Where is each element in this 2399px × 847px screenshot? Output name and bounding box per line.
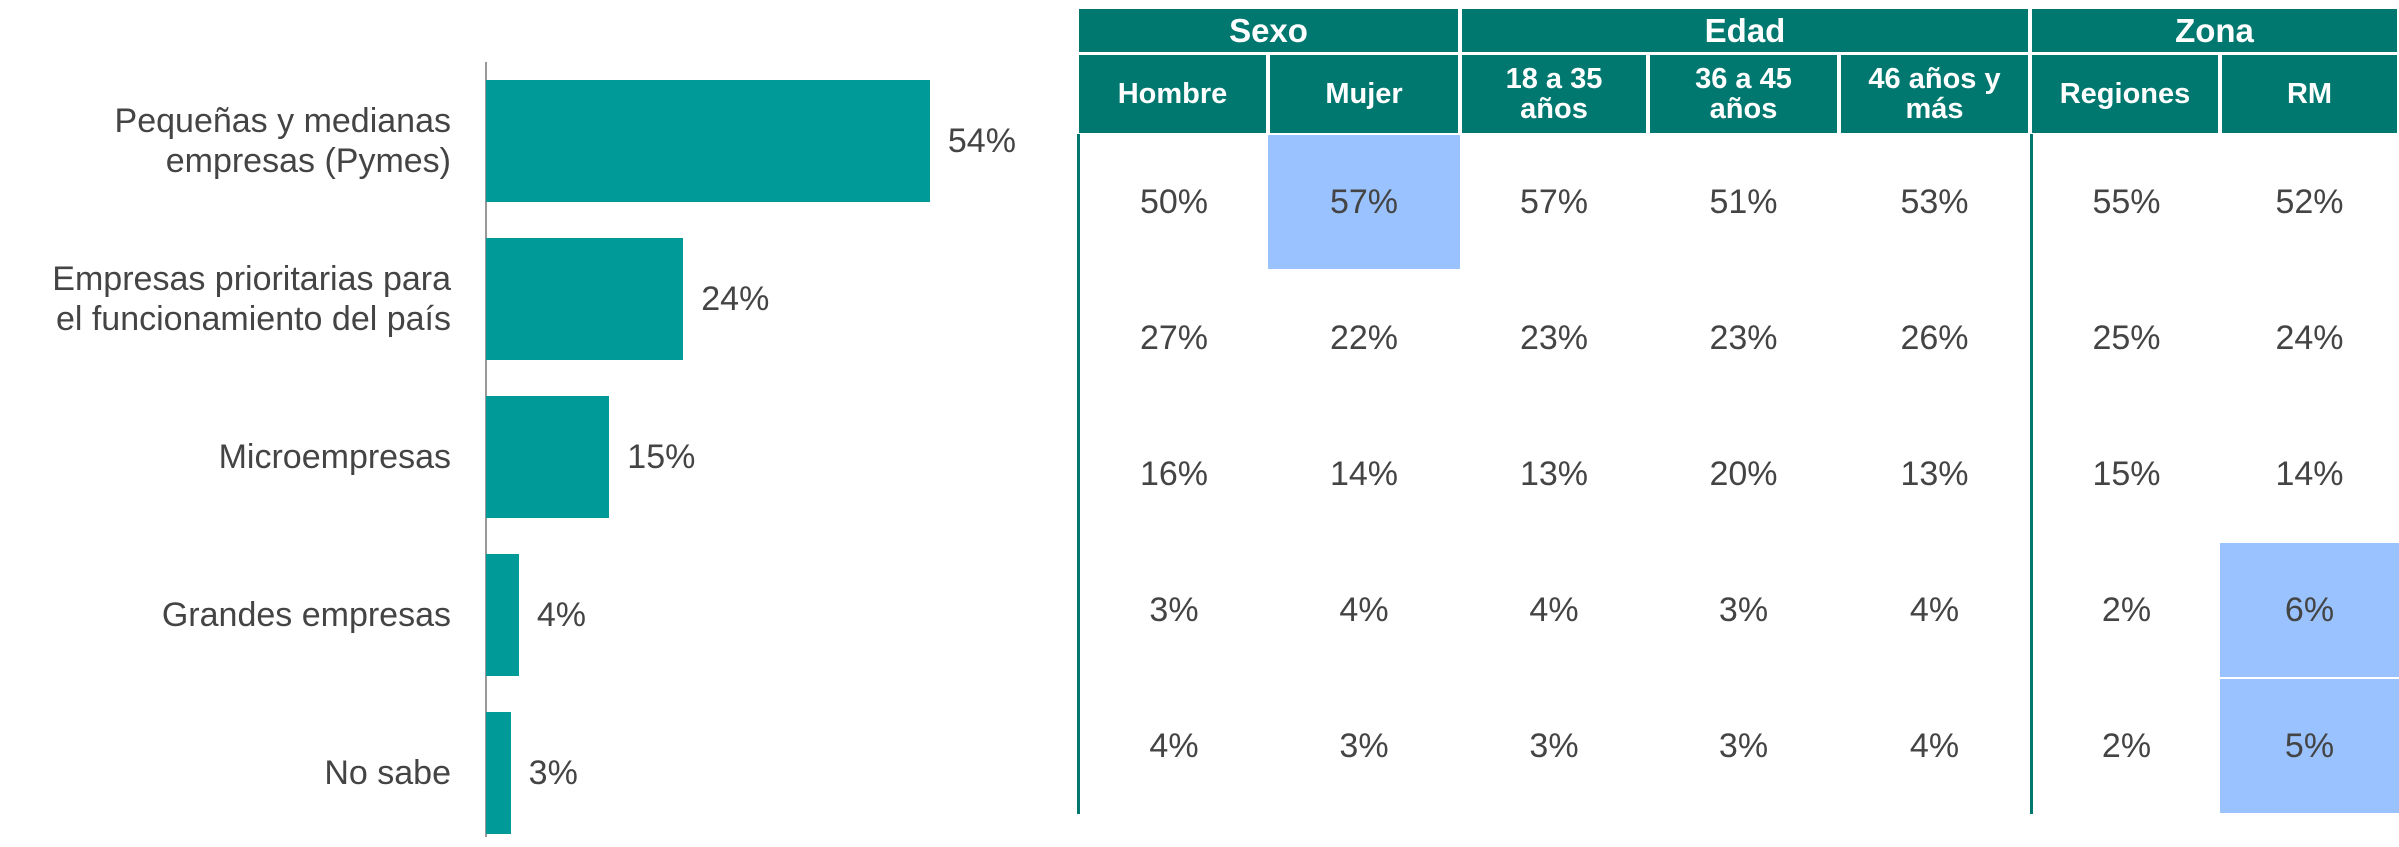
table-cell: 15% bbox=[2092, 454, 2161, 493]
table-cell: 24% bbox=[2275, 318, 2344, 357]
table-cell: 3% bbox=[1529, 726, 1579, 765]
bar bbox=[486, 554, 519, 676]
category-label: Microempresas bbox=[218, 438, 451, 476]
table-cell: 5% bbox=[2220, 679, 2399, 813]
table-cell: 16% bbox=[1139, 454, 1209, 493]
table-cell: 27% bbox=[1139, 318, 1209, 357]
table-cell: 14% bbox=[2275, 454, 2344, 493]
category-label: Grandes empresas bbox=[161, 596, 451, 634]
column-header: RM bbox=[2222, 55, 2397, 133]
table-cell: 53% bbox=[1900, 182, 1969, 221]
table-cell: 25% bbox=[2092, 318, 2161, 357]
table-cell: 55% bbox=[2092, 182, 2161, 221]
table-cell: 57% bbox=[1519, 182, 1589, 221]
table-cell: 51% bbox=[1709, 182, 1778, 221]
column-header: Hombre bbox=[1079, 55, 1266, 133]
bar bbox=[486, 396, 610, 518]
column-header: 18 a 35 años bbox=[1462, 55, 1646, 133]
table-cell: 26% bbox=[1900, 318, 1969, 357]
value-label: 54% bbox=[947, 121, 1016, 160]
table-cell: 2% bbox=[2101, 726, 2152, 765]
table-cell: 6% bbox=[2220, 543, 2399, 677]
table-cell: 4% bbox=[1909, 590, 1960, 629]
table-cell: 4% bbox=[1909, 726, 1960, 765]
table-cell: 3% bbox=[1149, 590, 1199, 629]
table-cell: 13% bbox=[1519, 454, 1589, 493]
table-cell: 57% bbox=[1268, 135, 1460, 269]
table-cell: 3% bbox=[1339, 726, 1389, 765]
column-header: 46 años y más bbox=[1841, 55, 2028, 133]
column-header: Regiones bbox=[2032, 55, 2218, 133]
table-cell: 3% bbox=[1718, 726, 1769, 765]
category-label: Empresas prioritarias para el funcionami… bbox=[52, 260, 451, 338]
table-cell: 22% bbox=[1329, 318, 1399, 357]
table-cell: 4% bbox=[1339, 590, 1389, 629]
group-divider bbox=[2030, 134, 2033, 814]
column-header: Mujer bbox=[1270, 55, 1458, 133]
table-cell: 4% bbox=[1529, 590, 1579, 629]
table-cell: 2% bbox=[2101, 590, 2152, 629]
table-cell: 13% bbox=[1900, 454, 1969, 493]
value-label: 15% bbox=[627, 437, 696, 476]
table-cell: 50% bbox=[1139, 182, 1209, 221]
category-label: No sabe bbox=[324, 754, 451, 792]
table-cell: 23% bbox=[1709, 318, 1778, 357]
value-label: 3% bbox=[528, 753, 578, 792]
table-cell: 4% bbox=[1149, 726, 1199, 765]
bar bbox=[486, 712, 511, 834]
group-header: Zona bbox=[2032, 9, 2397, 52]
table-cell: 20% bbox=[1709, 454, 1778, 493]
table-cell: 3% bbox=[1718, 590, 1769, 629]
column-header: 36 a 45 años bbox=[1650, 55, 1837, 133]
value-label: 24% bbox=[701, 279, 770, 318]
group-header: Sexo bbox=[1079, 9, 1458, 52]
group-header: Edad bbox=[1462, 9, 2028, 52]
value-label: 4% bbox=[536, 595, 587, 634]
table-cell: 23% bbox=[1519, 318, 1589, 357]
table-cell: 52% bbox=[2275, 182, 2344, 221]
category-label: Pequeñas y medianas empresas (Pymes) bbox=[114, 102, 451, 180]
group-divider bbox=[1077, 134, 1080, 814]
bar bbox=[486, 80, 930, 202]
table-cell: 14% bbox=[1329, 454, 1399, 493]
bar bbox=[486, 238, 684, 360]
